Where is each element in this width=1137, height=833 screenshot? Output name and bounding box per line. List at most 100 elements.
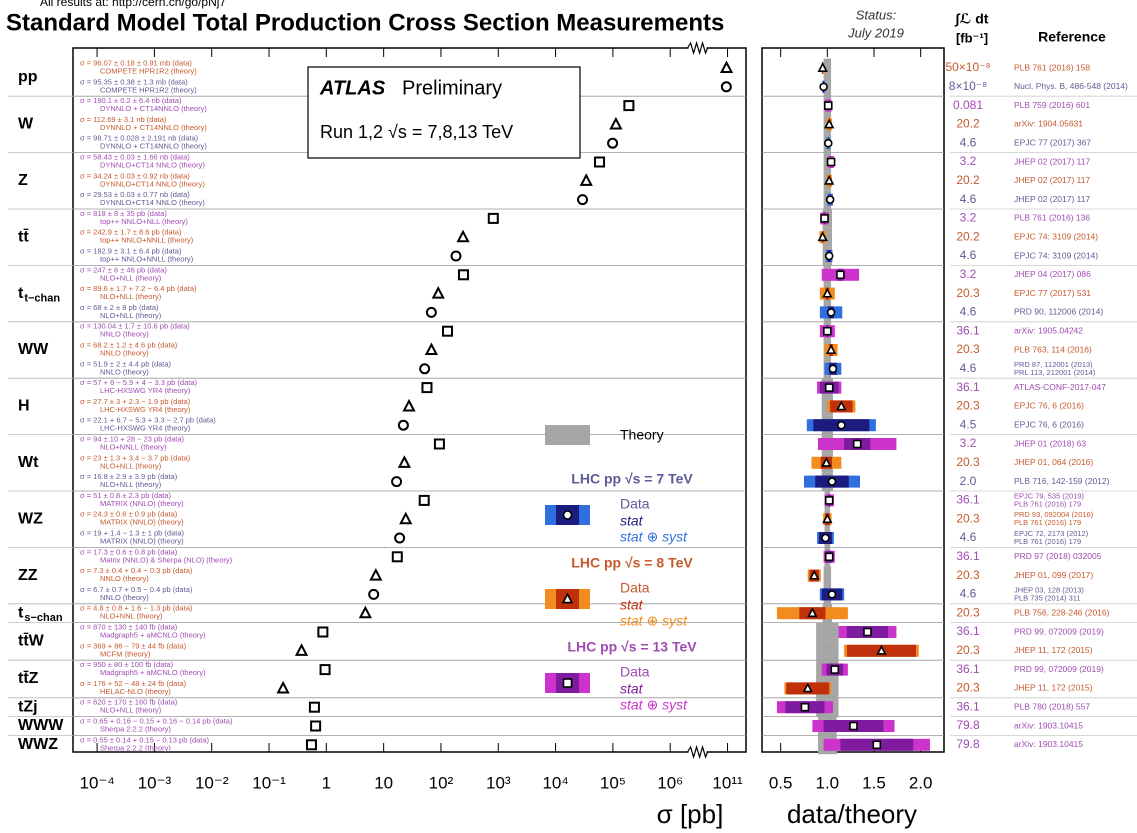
lumi: 3.2 xyxy=(960,154,977,168)
legend-swatch xyxy=(545,425,590,445)
legend-stat: stat xyxy=(620,681,644,697)
theory-label: NLO+NLL (theory) xyxy=(100,461,162,470)
legend-title: LHC pp √s = 8 TeV xyxy=(571,555,693,571)
theory-label: LHC-HXSWG YR4 (theory) xyxy=(100,386,191,395)
lumi: 20.3 xyxy=(956,681,980,695)
data-label: σ = 620 ± 170 ± 160 fb (data) xyxy=(80,698,178,707)
cross-section-marker xyxy=(397,455,411,468)
x-tick-label: 10⁵ xyxy=(600,773,626,792)
cross-section-marker xyxy=(450,250,462,262)
theory-band xyxy=(822,227,832,247)
cross-section-marker xyxy=(402,398,416,412)
ratio-marker xyxy=(826,157,836,167)
theory-label: NLO+NLL (theory) xyxy=(100,292,162,301)
process-label: tZj xyxy=(18,698,38,715)
data-label: σ = 27.7 ± 3 + 2.3 − 1.9 pb (data) xyxy=(80,397,191,406)
data-label: σ = 242.9 ± 1.7 ± 8.6 pb (data) xyxy=(80,228,182,237)
atlas-label: ATLAS xyxy=(319,77,386,99)
lumi: 20.3 xyxy=(956,568,980,582)
cross-section-marker xyxy=(399,511,413,525)
cross-section-marker xyxy=(456,229,470,243)
x2-tick-label: 1.0 xyxy=(816,773,840,792)
data-label: σ = 95.35 ± 0.38 ± 1.3 mb (data) xyxy=(80,77,188,86)
lumi: 4.6 xyxy=(960,530,977,544)
status-date: July 2019 xyxy=(847,25,904,40)
lumi: 4.6 xyxy=(960,361,977,375)
cross-section-marker xyxy=(305,739,317,751)
cross-section-marker xyxy=(368,588,380,600)
reference: PLB 763, 114 (2016) xyxy=(1014,344,1092,354)
reference: PLB 761 (2016) 136 xyxy=(1014,213,1090,223)
reference: EPJC 77 (2017) 367 xyxy=(1014,137,1091,147)
cross-section-marker xyxy=(431,286,445,299)
data-label: σ = 247 ± 6 ± 46 pb (data) xyxy=(80,265,167,274)
data-label: σ = 58.43 ± 0.03 ± 1.66 nb (data) xyxy=(80,152,190,161)
x2-tick-label: 0.5 xyxy=(769,773,793,792)
data-label: σ = 870 ± 130 ± 140 fb (data) xyxy=(80,622,178,631)
reference: PLB 780 (2018) 557 xyxy=(1014,701,1090,711)
legend-data: Data xyxy=(620,496,650,512)
ratio-marker xyxy=(824,496,834,505)
data-label: σ = 6.7 ± 0.7 + 0.5 − 0.4 pb (data) xyxy=(80,585,193,594)
ratio-marker xyxy=(822,287,833,298)
ratio-marker xyxy=(836,400,847,411)
cross-section-marker xyxy=(394,532,406,544)
data-label: σ = 112.69 ± 3.1 nb (data) xyxy=(80,115,167,124)
cross-section-marker xyxy=(319,664,331,676)
lumi: 3.2 xyxy=(960,211,977,225)
theory-label: NNLO (theory) xyxy=(100,348,149,357)
data-label: σ = 68.2 ± 1.2 ± 4.6 pb (data) xyxy=(80,340,178,349)
lumi: 20.3 xyxy=(956,455,980,469)
x2-axis-title: data/theory xyxy=(787,799,917,829)
theory-label: NLO+NLL (theory) xyxy=(100,706,162,715)
data-label: σ = 369 + 86 − 79 ± 44 fb (data) xyxy=(80,641,187,650)
theory-band xyxy=(823,58,832,78)
process-label: t xyxy=(18,285,24,302)
ratio-marker xyxy=(823,138,833,148)
x-tick-label: 10³ xyxy=(486,773,511,792)
atlas-box xyxy=(307,66,581,159)
ratio-marker xyxy=(827,477,837,486)
cross-section-marker xyxy=(397,419,409,431)
ratio-marker xyxy=(828,364,838,374)
lumi: 4.5 xyxy=(960,417,977,431)
reference: JHEP 02 (2017) 117 xyxy=(1014,156,1091,166)
cross-section-marker xyxy=(369,568,383,581)
data-label: σ = 34.24 ± 0.03 ± 0.92 nb (data) xyxy=(80,171,190,180)
lumi: 50×10⁻⁸ xyxy=(945,60,990,74)
cross-section-marker xyxy=(720,81,732,93)
lumi: 3.2 xyxy=(960,267,977,281)
reference: PRL 113, 212001 (2014) xyxy=(1014,368,1096,377)
theory-label: MATRIX (NNLO) (theory) xyxy=(100,499,184,508)
reference: JHEP 11, 172 (2015) xyxy=(1014,683,1093,693)
cross-section-marker xyxy=(391,476,403,488)
x2-tick-label: 2.0 xyxy=(909,773,933,792)
ratio-marker xyxy=(837,420,846,430)
reference: PLB 761 (2016) 158 xyxy=(1014,62,1090,72)
lumi: 36.1 xyxy=(956,624,980,638)
data-label: σ = 17.3 ± 0.6 ± 0.8 pb (data) xyxy=(80,547,178,556)
ratio-marker xyxy=(820,214,829,223)
lumi: 4.6 xyxy=(960,135,977,149)
data-label: σ = 182.9 ± 3.1 ± 6.4 pb (data) xyxy=(80,246,182,255)
legend-label: Theory xyxy=(620,427,664,443)
theory-label: MCFM (theory) xyxy=(100,649,151,658)
legend-data: Data xyxy=(620,664,650,680)
theory-label: COMPETE HPR1R2 (theory) xyxy=(100,85,197,94)
axis-break xyxy=(687,40,709,56)
lumi: 2.0 xyxy=(960,474,977,488)
atlas-tag: Preliminary xyxy=(402,77,502,99)
lumi: 20.3 xyxy=(956,605,980,619)
theory-label: Madgraph5 + aMCNLO (theory) xyxy=(100,668,206,677)
legend-title: LHC pp √s = 13 TeV xyxy=(567,639,697,655)
process-label: tt̄ xyxy=(18,227,29,245)
top-note: All results at: http://cern.ch/go/pNj7 xyxy=(40,0,226,9)
data-label: σ = 96.07 ± 0.18 ± 0.91 mb (data) xyxy=(80,58,192,67)
lumi: 20.3 xyxy=(956,643,980,657)
reference: JHEP 01 (2018) 63 xyxy=(1014,438,1086,448)
lumi: 8×10⁻⁸ xyxy=(949,79,987,93)
theory-band xyxy=(816,641,839,661)
ratio-marker xyxy=(824,251,834,261)
cross-section-marker xyxy=(487,212,499,224)
cross-section-marker xyxy=(276,680,290,694)
